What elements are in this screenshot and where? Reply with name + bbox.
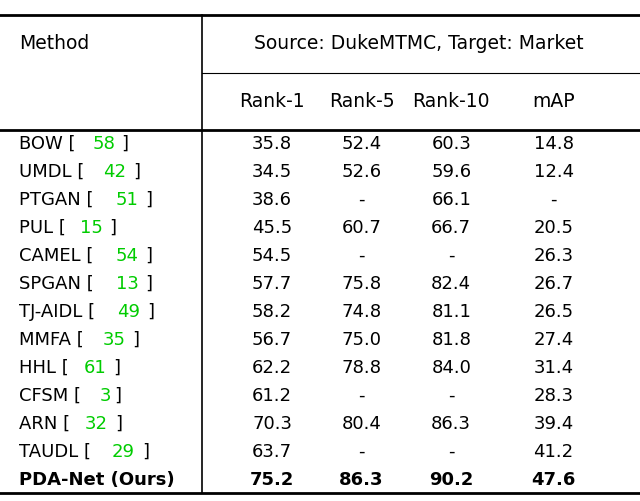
Text: SPGAN [: SPGAN [ [19, 275, 94, 293]
Text: 31.4: 31.4 [534, 359, 573, 377]
Text: Rank-10: Rank-10 [412, 92, 490, 111]
Text: 63.7: 63.7 [252, 442, 292, 460]
Text: -: - [358, 247, 365, 265]
Text: ]: ] [145, 275, 152, 293]
Text: 32: 32 [85, 415, 108, 433]
Text: -: - [550, 191, 557, 209]
Text: 15: 15 [80, 219, 102, 237]
Text: 42: 42 [104, 163, 127, 181]
Text: 75.0: 75.0 [342, 331, 381, 349]
Text: CFSM [: CFSM [ [19, 387, 81, 405]
Text: UMDL [: UMDL [ [19, 163, 84, 181]
Text: 51: 51 [115, 191, 138, 209]
Text: -: - [448, 387, 454, 405]
Text: Method: Method [19, 35, 90, 53]
Text: mAP: mAP [532, 92, 575, 111]
Text: 81.8: 81.8 [431, 331, 471, 349]
Text: 41.2: 41.2 [534, 442, 573, 460]
Text: -: - [358, 442, 365, 460]
Text: 66.1: 66.1 [431, 191, 471, 209]
Text: 84.0: 84.0 [431, 359, 471, 377]
Text: 60.3: 60.3 [431, 135, 471, 153]
Text: 47.6: 47.6 [531, 470, 576, 488]
Text: 34.5: 34.5 [252, 163, 292, 181]
Text: Rank-5: Rank-5 [329, 92, 394, 111]
Text: ]: ] [115, 415, 122, 433]
Text: ]: ] [145, 247, 152, 265]
Text: TJ-AIDL [: TJ-AIDL [ [19, 303, 95, 321]
Text: ]: ] [109, 219, 116, 237]
Text: HHL [: HHL [ [19, 359, 69, 377]
Text: 75.2: 75.2 [250, 470, 294, 488]
Text: 38.6: 38.6 [252, 191, 292, 209]
Text: -: - [358, 387, 365, 405]
Text: 86.3: 86.3 [339, 470, 384, 488]
Text: PDA-Net (Ours): PDA-Net (Ours) [19, 470, 175, 488]
Text: ]: ] [114, 387, 121, 405]
Text: 52.4: 52.4 [342, 135, 381, 153]
Text: ]: ] [132, 331, 140, 349]
Text: 90.2: 90.2 [429, 470, 474, 488]
Text: 35.8: 35.8 [252, 135, 292, 153]
Text: 81.1: 81.1 [431, 303, 471, 321]
Text: 29: 29 [112, 442, 135, 460]
Text: Rank-1: Rank-1 [239, 92, 305, 111]
Text: 12.4: 12.4 [534, 163, 573, 181]
Text: 14.8: 14.8 [534, 135, 573, 153]
Text: 26.5: 26.5 [534, 303, 573, 321]
Text: 82.4: 82.4 [431, 275, 471, 293]
Text: ARN [: ARN [ [19, 415, 70, 433]
Text: 75.8: 75.8 [342, 275, 381, 293]
Text: 13: 13 [116, 275, 138, 293]
Text: 49: 49 [117, 303, 140, 321]
Text: ]: ] [133, 163, 140, 181]
Text: ]: ] [147, 303, 154, 321]
Text: 26.7: 26.7 [534, 275, 573, 293]
Text: 58.2: 58.2 [252, 303, 292, 321]
Text: 26.3: 26.3 [534, 247, 573, 265]
Text: 20.5: 20.5 [534, 219, 573, 237]
Text: Source: DukeMTMC, Target: Market: Source: DukeMTMC, Target: Market [254, 35, 584, 53]
Text: 59.6: 59.6 [431, 163, 471, 181]
Text: 86.3: 86.3 [431, 415, 471, 433]
Text: 58: 58 [92, 135, 115, 153]
Text: 52.6: 52.6 [342, 163, 381, 181]
Text: 74.8: 74.8 [342, 303, 381, 321]
Text: 62.2: 62.2 [252, 359, 292, 377]
Text: ]: ] [122, 135, 129, 153]
Text: 3: 3 [99, 387, 111, 405]
Text: 57.7: 57.7 [252, 275, 292, 293]
Text: 61: 61 [83, 359, 106, 377]
Text: BOW [: BOW [ [19, 135, 76, 153]
Text: ]: ] [142, 442, 148, 460]
Text: -: - [448, 247, 454, 265]
Text: ]: ] [145, 191, 152, 209]
Text: MMFA [: MMFA [ [19, 331, 84, 349]
Text: 66.7: 66.7 [431, 219, 471, 237]
Text: -: - [358, 191, 365, 209]
Text: 27.4: 27.4 [534, 331, 573, 349]
Text: 54.5: 54.5 [252, 247, 292, 265]
Text: -: - [448, 442, 454, 460]
Text: 28.3: 28.3 [534, 387, 573, 405]
Text: 78.8: 78.8 [342, 359, 381, 377]
Text: 61.2: 61.2 [252, 387, 292, 405]
Text: PUL [: PUL [ [19, 219, 66, 237]
Text: 56.7: 56.7 [252, 331, 292, 349]
Text: 45.5: 45.5 [252, 219, 292, 237]
Text: 54: 54 [115, 247, 138, 265]
Text: 80.4: 80.4 [342, 415, 381, 433]
Text: 35: 35 [103, 331, 125, 349]
Text: PTGAN [: PTGAN [ [19, 191, 93, 209]
Text: CAMEL [: CAMEL [ [19, 247, 93, 265]
Text: 60.7: 60.7 [342, 219, 381, 237]
Text: TAUDL [: TAUDL [ [19, 442, 92, 460]
Text: 39.4: 39.4 [534, 415, 573, 433]
Text: ]: ] [113, 359, 120, 377]
Text: 70.3: 70.3 [252, 415, 292, 433]
